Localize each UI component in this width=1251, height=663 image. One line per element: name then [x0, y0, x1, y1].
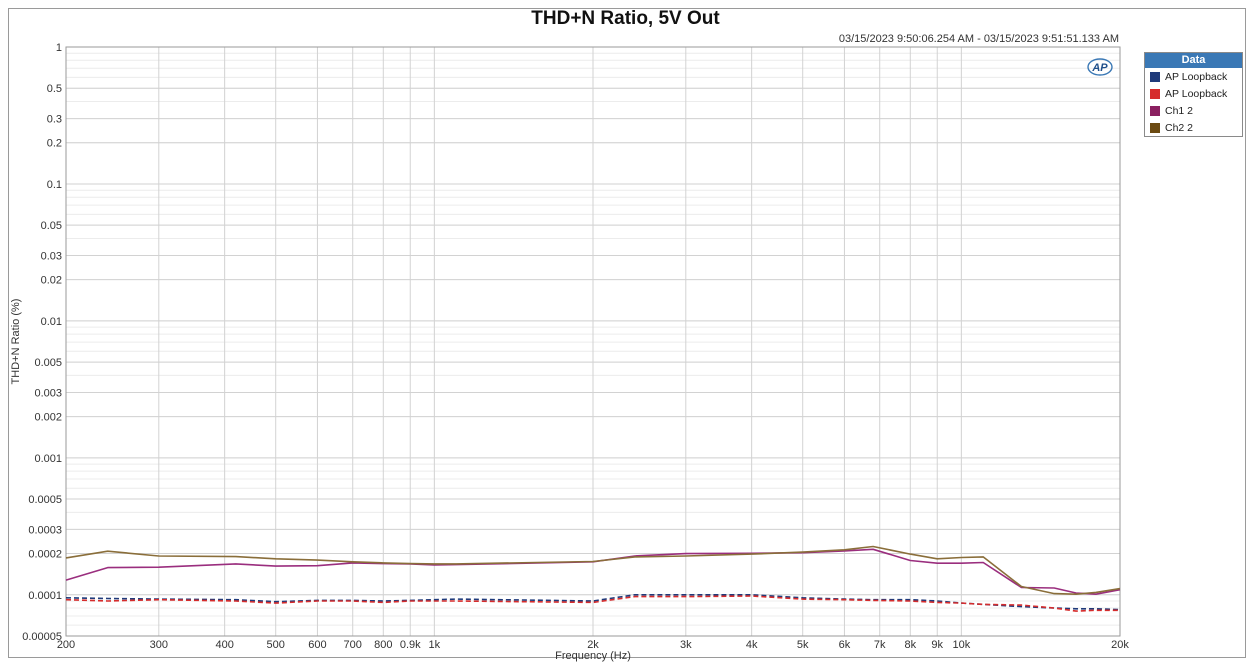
x-tick-label: 800: [374, 639, 392, 651]
legend-label: AP Loopback: [1165, 70, 1228, 83]
x-tick-label: 9k: [931, 639, 943, 651]
series-line-2: [65, 595, 1120, 612]
x-tick-label: 600: [308, 639, 326, 651]
legend-item-ch2[interactable]: Ch2 2: [1145, 119, 1242, 136]
y-tick-label: 0.005: [34, 357, 62, 369]
plot-border: [65, 46, 1121, 637]
series-line-1: [65, 593, 1121, 611]
y-tick-label: 0.002: [34, 412, 62, 424]
x-tick-label: 700: [344, 639, 362, 651]
legend-swatch: [1150, 71, 1160, 82]
x-tick-label: 6k: [839, 639, 851, 651]
legend: Data AP Loopback AP Loopback Ch1 2 Ch2 2: [1144, 52, 1243, 137]
series-line-3: [65, 548, 1121, 596]
x-tick-label: 200: [57, 639, 75, 651]
y-tick-label: 0.03: [41, 251, 62, 263]
series-line-4: [65, 545, 1121, 596]
y-tick-label: 0.5: [47, 83, 62, 95]
y-tick-label: 0.003: [34, 387, 62, 399]
y-tick-label: 0.0002: [28, 549, 62, 561]
series-lines: [65, 545, 1121, 612]
x-tick-label: 2k: [587, 639, 599, 651]
legend-item-ap-loopback-1[interactable]: AP Loopback: [1145, 68, 1242, 85]
y-tick-label: 0.2: [47, 138, 62, 150]
legend-label: Ch1 2: [1165, 104, 1194, 117]
x-tick-label: 3k: [680, 639, 692, 651]
y-tick-label: 0.0003: [28, 524, 62, 536]
x-tick-label: 7k: [874, 639, 886, 651]
x-tick-label: 20k: [1111, 639, 1129, 651]
y-tick-label: 0.00005: [22, 631, 62, 643]
tick-labels: 1 0.5 0.3 0.2 0.1 0.05 0.03 0.02 0.01 0.005 0.003 0…: [22, 42, 1129, 651]
legend-label: Ch2 2: [1165, 121, 1194, 134]
chart-title: THD+N Ratio, 5V Out: [531, 8, 720, 29]
x-tick-label: 5k: [797, 639, 809, 651]
grid-lines: [65, 46, 1121, 637]
legend-title: Data: [1145, 53, 1242, 68]
y-tick-label: 0.01: [41, 316, 62, 328]
x-axis-label: Frequency (Hz): [555, 650, 631, 662]
chart-frame: [8, 8, 1246, 658]
legend-item-ch1[interactable]: Ch1 2: [1145, 102, 1242, 119]
y-tick-label: 0.05: [41, 220, 62, 232]
y-tick-label: 0.0005: [28, 494, 62, 506]
legend-swatch: [1150, 122, 1160, 133]
x-tick-label: 300: [150, 639, 168, 651]
ap-logo-icon: AP: [1087, 58, 1113, 76]
y-axis-label: THD+N Ratio (%): [10, 299, 22, 385]
x-tick-label: 500: [267, 639, 285, 651]
measurement-timestamp: 03/15/2023 9:50:06.254 AM - 03/15/2023 9…: [838, 33, 1119, 45]
legend-item-ap-loopback-2[interactable]: AP Loopback: [1145, 85, 1242, 102]
x-tick-label: 400: [215, 639, 233, 651]
y-tick-label: 0.1: [47, 179, 62, 191]
svg-text:AP: AP: [1091, 62, 1108, 74]
x-tick-label: 0.9k: [400, 639, 421, 651]
x-tick-label: 8k: [904, 639, 916, 651]
y-tick-label: 0.3: [47, 114, 62, 126]
x-tick-label: 1k: [429, 639, 441, 651]
x-tick-label: 4k: [746, 639, 758, 651]
x-tick-label: 10k: [952, 639, 970, 651]
y-tick-label: 0.02: [41, 275, 62, 287]
legend-swatch: [1150, 88, 1160, 99]
y-tick-label: 0.0001: [28, 590, 62, 602]
legend-label: AP Loopback: [1165, 87, 1228, 100]
y-tick-label: 0.001: [34, 453, 62, 465]
legend-swatch: [1150, 105, 1160, 116]
y-tick-label: 1: [56, 42, 62, 54]
